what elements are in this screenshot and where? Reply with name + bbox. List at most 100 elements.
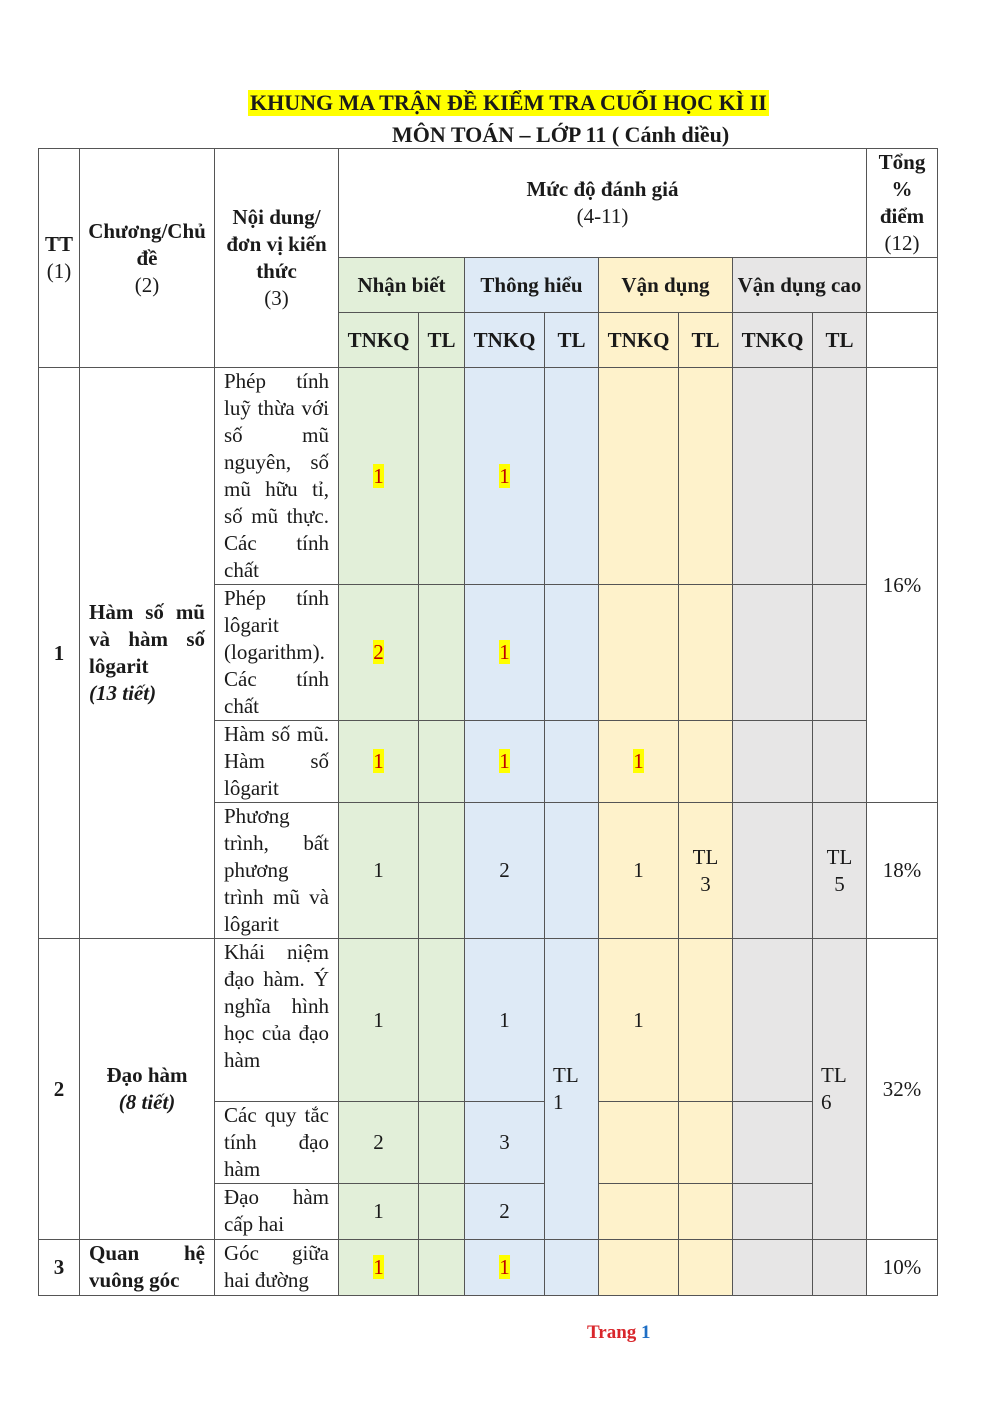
- header-row-1: TT (1) Chương/Chủ đề (2) Nội dung/đơn vị k…: [38, 148, 938, 368]
- header-nb-tl: TL: [418, 312, 465, 368]
- header-vd-tnkq: TNKQ: [598, 312, 679, 368]
- page-footer: Trang 1: [587, 1322, 651, 1344]
- row-4-total: 18%: [866, 802, 938, 939]
- table-row: Các quy tắc tính đạo hàm 2 3: [39, 1101, 938, 1184]
- row-2-vd-tnkq: [598, 584, 679, 721]
- row-8-vdc-tnkq: [732, 1239, 813, 1296]
- group-1-tt: 1: [38, 367, 80, 939]
- row-3-vdc-tl: [812, 720, 867, 803]
- row-6-nb-tnkq: 2: [338, 1101, 419, 1184]
- document-subtitle: MÔN TOÁN – LỚP 11 ( Cánh diều): [392, 122, 730, 147]
- group-2-vdc-tl: TL 6: [812, 938, 867, 1240]
- row-7-content: Đạo hàm cấp hai: [214, 1183, 339, 1240]
- header-empty-2: [866, 312, 938, 368]
- group-2-chapter: Đạo hàm (8 tiết): [79, 938, 215, 1240]
- header-vd-tl: TL: [678, 312, 733, 368]
- row-8-vdc-tl: [812, 1239, 867, 1296]
- row-2-nb-tnkq: 2: [338, 584, 419, 721]
- row-4-nb-tl: [418, 802, 465, 939]
- header-van-dung: Vận dụng: [598, 257, 733, 313]
- row-1-vdc-tnkq: [732, 367, 813, 585]
- row-2-vdc-tnkq: [732, 584, 813, 721]
- row-5-vd-tnkq: 1: [598, 938, 679, 1102]
- row-3-vd-tnkq: 1: [598, 720, 679, 803]
- row-6-nb-tl: [418, 1101, 465, 1184]
- row-6-vd-tnkq: [598, 1101, 679, 1184]
- header-total: Tổng % điểm (12): [866, 148, 938, 258]
- header-content: Nội dung/đơn vị kiến thức (3): [214, 148, 339, 368]
- row-3-vdc-tnkq: [732, 720, 813, 803]
- header-chapter: Chương/Chủ đề (2): [79, 148, 215, 368]
- header-row-3: TNKQ TL TNKQ TL TNKQ TL TNKQ TL: [39, 312, 938, 368]
- row-8-nb-tnkq: 1: [338, 1239, 419, 1296]
- header-levels: Mức độ đánh giá (4-11): [338, 148, 867, 258]
- row-3-content: Hàm số mũ. Hàm số lôgarit: [214, 720, 339, 803]
- row-2-vdc-tl: [812, 584, 867, 721]
- group-2-tt: 2: [38, 938, 80, 1240]
- row-8-th-tl: [544, 1239, 599, 1296]
- row-5-vdc-tnkq: [732, 938, 813, 1102]
- header-vdc-tnkq: TNKQ: [732, 312, 813, 368]
- row-2-content: Phép tính lôgarit (logarithm). Các tính …: [214, 584, 339, 721]
- row-2-vd-tl: [678, 584, 733, 721]
- row-1-nb-tl: [418, 367, 465, 585]
- header-empty: [866, 257, 938, 313]
- row-5-content: Khái niệm đạo hàm. Ý nghĩa hình học của …: [214, 938, 339, 1102]
- row-8-vd-tnkq: [598, 1239, 679, 1296]
- group-2-th-tl: TL 1: [544, 938, 599, 1240]
- row-1-th-tl: [544, 367, 599, 585]
- exam-matrix-table: TT (1) Chương/Chủ đề (2) Nội dung/đơn vị k…: [38, 148, 938, 1296]
- row-4-content: Phương trình, bất phương trình mũ và lôg…: [214, 802, 339, 939]
- group-1-total: 16%: [866, 367, 938, 803]
- table-row: 2 Đạo hàm (8 tiết) Khái niệm đạo hàm. Ý …: [38, 938, 938, 1240]
- header-vdc-tl: TL: [812, 312, 867, 368]
- row-8-content: Góc giữa hai đường: [214, 1239, 339, 1296]
- row-6-vdc-tnkq: [732, 1101, 813, 1184]
- row-2-th-tl: [544, 584, 599, 721]
- row-1-vdc-tl: [812, 367, 867, 585]
- row-5-nb-tl: [418, 938, 465, 1102]
- row-7-nb-tl: [418, 1183, 465, 1240]
- row-1-content: Phép tính luỹ thừa với số mũ nguyên, số …: [214, 367, 339, 585]
- row-6-content: Các quy tắc tính đạo hàm: [214, 1101, 339, 1184]
- row-5-vd-tl: [678, 938, 733, 1102]
- row-2-th-tnkq: 1: [464, 584, 545, 721]
- row-1-vd-tnkq: [598, 367, 679, 585]
- row-7-th-tnkq: 2: [464, 1183, 545, 1240]
- row-4-nb-tnkq: 1: [338, 802, 419, 939]
- header-row-2: Nhận biết Thông hiểu Vận dụng Vận dụng c…: [39, 257, 938, 313]
- header-th-tl: TL: [544, 312, 599, 368]
- table-row: Hàm số mũ. Hàm số lôgarit 1 1 1: [39, 720, 938, 803]
- row-5-nb-tnkq: 1: [338, 938, 419, 1102]
- row-4-vd-tl: TL 3: [678, 802, 733, 939]
- header-nhan-biet: Nhận biết: [338, 257, 465, 313]
- table-row: 3 Quan hệ vuông góc Góc giữa hai đường 1…: [38, 1239, 938, 1296]
- table-row: Phép tính lôgarit (logarithm). Các tính …: [39, 584, 938, 721]
- row-1-th-tnkq: 1: [464, 367, 545, 585]
- group-2-total: 32%: [866, 938, 938, 1240]
- row-4-vdc-tnkq: [732, 802, 813, 939]
- row-7-nb-tnkq: 1: [338, 1183, 419, 1240]
- row-4-vdc-tl: TL 5: [812, 802, 867, 939]
- page-word: Trang: [587, 1322, 637, 1343]
- row-3-vd-tl: [678, 720, 733, 803]
- row-1-nb-tnkq: 1: [338, 367, 419, 585]
- row-8-nb-tl: [418, 1239, 465, 1296]
- row-6-vd-tl: [678, 1101, 733, 1184]
- page-number: 1: [641, 1322, 651, 1343]
- row-5-th-tnkq: 1: [464, 938, 545, 1102]
- table-row: 1 Hàm số mũ và hàm số lôgarit (13 tiết) …: [38, 367, 938, 939]
- header-th-tnkq: TNKQ: [464, 312, 545, 368]
- row-3-nb-tnkq: 1: [338, 720, 419, 803]
- row-4-th-tnkq: 2: [464, 802, 545, 939]
- row-8-vd-tl: [678, 1239, 733, 1296]
- row-7-vd-tnkq: [598, 1183, 679, 1240]
- row-4-vd-tnkq: 1: [598, 802, 679, 939]
- table-row: Phương trình, bất phương trình mũ và lôg…: [39, 802, 938, 939]
- group-3-tt: 3: [38, 1239, 80, 1296]
- row-4-th-tl: [544, 802, 599, 939]
- row-6-th-tnkq: 3: [464, 1101, 545, 1184]
- row-8-total: 10%: [866, 1239, 938, 1296]
- group-3-chapter: Quan hệ vuông góc: [79, 1239, 215, 1296]
- row-7-vd-tl: [678, 1183, 733, 1240]
